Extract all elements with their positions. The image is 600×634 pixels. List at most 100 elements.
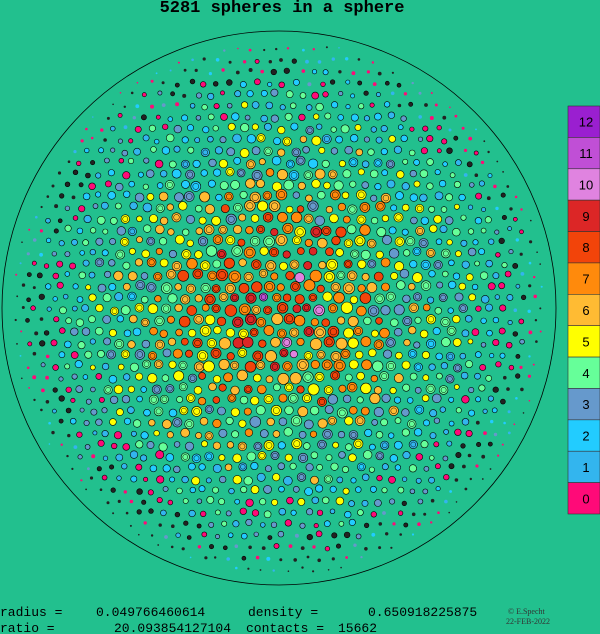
sphere-ring [427, 249, 434, 256]
sphere [487, 395, 494, 402]
sphere-ring [173, 263, 180, 270]
sphere [57, 171, 62, 175]
sphere [440, 316, 451, 327]
sphere [95, 373, 103, 380]
sphere [240, 123, 250, 133]
sphere [176, 487, 183, 495]
sphere [219, 136, 227, 144]
sphere [330, 79, 336, 85]
sphere [83, 419, 90, 426]
sphere-ring [427, 316, 435, 323]
sphere-ring [257, 362, 264, 369]
sphere [454, 114, 458, 118]
sphere [65, 407, 72, 414]
sphere [127, 340, 136, 349]
sphere [85, 127, 88, 131]
sphere [170, 545, 174, 549]
sphere [480, 160, 485, 165]
sphere [303, 170, 313, 180]
sphere [245, 313, 257, 326]
sphere [129, 499, 134, 504]
sphere [136, 395, 143, 403]
sphere [212, 441, 221, 450]
sphere [439, 180, 447, 188]
sphere [417, 498, 424, 505]
sphere [394, 328, 403, 337]
sphere [233, 203, 243, 213]
sphere [175, 532, 181, 538]
sphere [309, 338, 322, 351]
sphere [438, 385, 449, 395]
sphere-ring [202, 149, 209, 156]
sphere [69, 262, 76, 270]
sphere [105, 180, 112, 188]
sphere [89, 249, 96, 256]
sphere [277, 126, 286, 135]
sphere [269, 361, 280, 372]
sphere [442, 270, 449, 278]
sphere [136, 81, 139, 84]
sphere [234, 498, 240, 505]
sphere [282, 222, 294, 234]
sphere [288, 170, 300, 181]
sphere [94, 257, 105, 268]
sphere [311, 496, 319, 504]
sphere [174, 82, 180, 88]
sphere [500, 398, 506, 405]
sphere [270, 68, 277, 76]
sphere [250, 214, 260, 223]
sphere [389, 387, 397, 395]
sphere [30, 305, 36, 311]
sphere [348, 359, 359, 370]
sphere [84, 444, 91, 450]
sphere [295, 155, 306, 166]
sphere [502, 171, 504, 173]
sphere [196, 498, 203, 504]
credit-date: 22-FEB-2022 [506, 617, 550, 626]
sphere [378, 522, 383, 526]
sphere [336, 407, 348, 419]
sphere [259, 569, 262, 571]
sphere [218, 428, 228, 438]
sphere [104, 157, 110, 164]
sphere [397, 486, 405, 494]
sphere [423, 303, 431, 312]
sphere [400, 115, 407, 122]
sphere-ring [148, 238, 154, 244]
sphere [154, 315, 165, 327]
sphere-ring [105, 387, 111, 393]
sphere [106, 116, 110, 120]
sphere [195, 115, 202, 121]
sphere [311, 179, 321, 189]
sphere-ring [454, 365, 461, 371]
sphere [64, 271, 71, 277]
sphere [206, 495, 215, 504]
sphere [453, 384, 460, 390]
sphere [357, 284, 366, 293]
sphere [232, 520, 240, 528]
sphere [494, 229, 500, 235]
sphere [357, 168, 365, 176]
sphere [140, 114, 147, 121]
sphere-ring [272, 407, 280, 414]
sphere [318, 146, 326, 154]
sphere [210, 347, 222, 359]
sphere [363, 90, 369, 96]
sphere [361, 272, 370, 281]
sphere [375, 92, 381, 97]
sphere [287, 570, 290, 572]
sphere [408, 439, 418, 449]
sphere-ring [358, 216, 365, 223]
sphere [183, 520, 189, 526]
sphere [373, 339, 384, 350]
sphere [381, 393, 391, 403]
sphere [303, 213, 314, 224]
sphere [124, 417, 132, 425]
sphere [158, 442, 168, 452]
sphere [233, 157, 241, 165]
sphere [314, 168, 326, 180]
sphere [173, 125, 182, 134]
sphere-ring [149, 353, 156, 359]
sphere [270, 88, 279, 97]
sphere-ring [157, 205, 164, 212]
